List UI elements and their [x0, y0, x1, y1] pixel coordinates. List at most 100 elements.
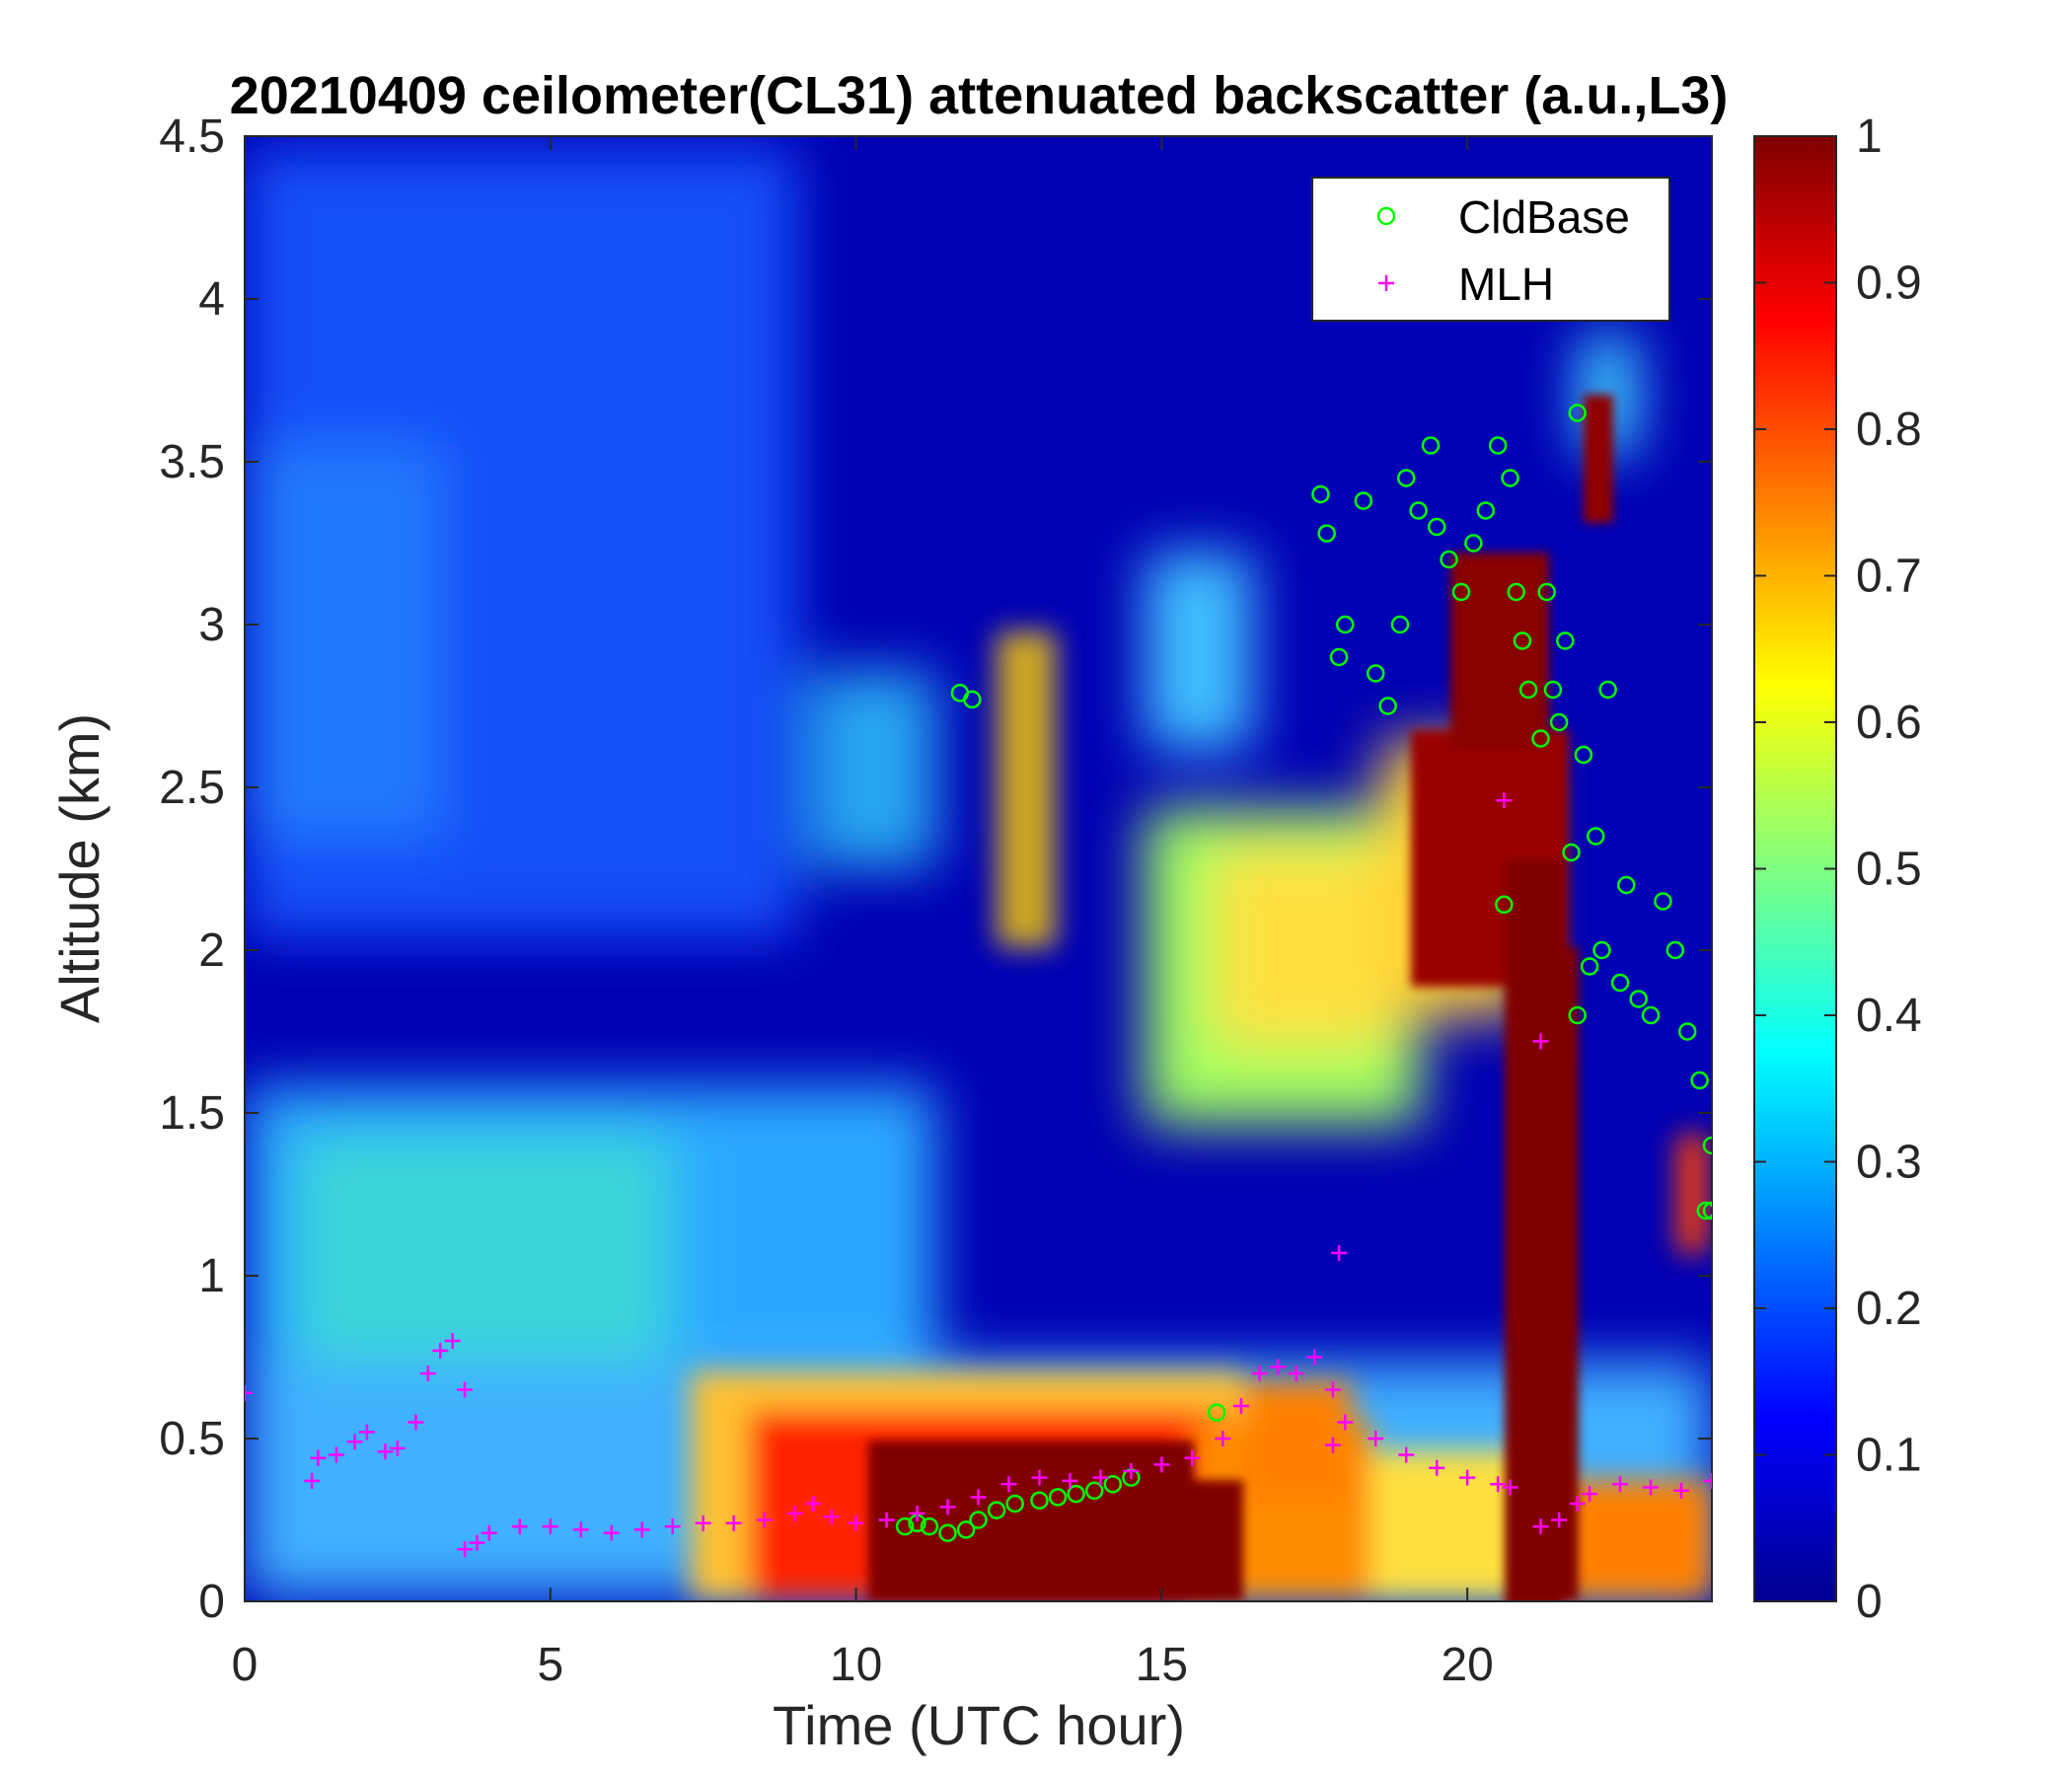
- colorbar-tick-label: 0.3: [1856, 1137, 1922, 1189]
- mlh-point: [1569, 1496, 1586, 1512]
- mlh-point: [1062, 1472, 1078, 1489]
- x-tick-label: 20: [1441, 1639, 1493, 1691]
- cldbase-point: [1495, 895, 1514, 915]
- colorbar-tick-label: 0.1: [1856, 1430, 1922, 1482]
- mlh-point: [1270, 1359, 1287, 1375]
- mlh-point: [1368, 1431, 1384, 1446]
- y-tick-label: 2: [198, 925, 225, 977]
- y-axis-title: Altitude (km): [48, 713, 111, 1023]
- cldbase-point: [1696, 1201, 1712, 1221]
- colorbar-tick-label: 0.8: [1856, 404, 1922, 456]
- legend-mlh-marker: [1378, 275, 1394, 291]
- mlh-point: [419, 1366, 436, 1381]
- y-tick-label: 4: [198, 273, 225, 326]
- cldbase-point: [1207, 1403, 1226, 1422]
- mlh-point: [1532, 1033, 1549, 1050]
- cldbase-point: [1702, 1136, 1712, 1155]
- cldbase-point: [1568, 404, 1587, 422]
- cldbase-point: [1084, 1481, 1104, 1501]
- cldbase-point: [1677, 1022, 1697, 1041]
- mlh-point: [1673, 1482, 1690, 1499]
- cldbase-point: [1396, 469, 1416, 487]
- mlh-point: [848, 1515, 864, 1531]
- colorbar: 0 0.1 0.2 0.3 0.4 0.5 0.6 0.7 0.8 0.9 1: [1753, 111, 1922, 1628]
- mlh-point: [970, 1489, 987, 1506]
- cldbase-point: [1427, 517, 1446, 537]
- colorbar-tick-label: 0.2: [1856, 1283, 1922, 1335]
- cldbase-point: [1507, 582, 1525, 602]
- cldbase-point: [895, 1517, 915, 1536]
- mlh-point: [1643, 1479, 1660, 1496]
- cldbase-point: [1562, 843, 1581, 862]
- cldbase-point: [1592, 940, 1611, 960]
- mlh-point: [542, 1518, 558, 1535]
- legend-mlh-label: MLH: [1458, 259, 1554, 310]
- colorbar-tick-label: 1: [1856, 111, 1883, 163]
- mlh-point: [1496, 792, 1513, 809]
- y-tick-label: 3: [198, 599, 225, 651]
- mlh-point: [1232, 1398, 1249, 1414]
- cldbase-point: [1005, 1494, 1024, 1514]
- mlh-point: [245, 1384, 253, 1401]
- mlh-point: [1502, 1479, 1518, 1496]
- x-tick-label: 5: [537, 1639, 563, 1691]
- cldbase-point: [1476, 501, 1496, 520]
- cldbase-point: [987, 1501, 1006, 1519]
- legend-cldbase-label: CldBase: [1458, 191, 1630, 243]
- mlh-point: [756, 1512, 773, 1528]
- mlh-point: [725, 1515, 742, 1531]
- y-tick-label: 3.5: [159, 436, 225, 488]
- mlh-point: [432, 1342, 449, 1359]
- cldbase-point: [1354, 491, 1373, 510]
- cldbase-point: [1067, 1484, 1085, 1504]
- mlh-point: [572, 1521, 589, 1538]
- cldbase-point: [1464, 534, 1483, 553]
- mlh-point: [1324, 1437, 1341, 1453]
- cldbase-point: [1654, 892, 1672, 911]
- cldbase-point: [1587, 827, 1605, 846]
- mlh-point: [603, 1524, 620, 1541]
- cldbase-point: [1690, 1071, 1709, 1090]
- mlh-point: [328, 1446, 344, 1463]
- mlh-point: [469, 1534, 485, 1551]
- mlh-point: [1337, 1414, 1354, 1431]
- mlh-point: [444, 1333, 461, 1349]
- mlh-point: [1612, 1476, 1629, 1493]
- mlh-point: [1184, 1449, 1201, 1466]
- cldbase-point: [1409, 501, 1428, 520]
- cldbase-point: [1549, 712, 1569, 732]
- mlh-point: [1704, 1472, 1712, 1489]
- chart-title: 20210409 ceilometer(CL31) attenuated bac…: [230, 66, 1729, 125]
- mlh-point: [823, 1509, 840, 1525]
- mlh-point: [1490, 1476, 1507, 1493]
- cldbase-point: [1702, 1201, 1712, 1221]
- mlh-point: [805, 1496, 822, 1512]
- cldbase-point: [1580, 957, 1599, 976]
- mlh-point: [1153, 1456, 1170, 1473]
- cldbase-point: [956, 1520, 976, 1539]
- mlh-point: [1398, 1446, 1415, 1463]
- series-layer: [245, 404, 1712, 1558]
- mlh-point: [1459, 1469, 1476, 1486]
- x-tick-label: 0: [232, 1639, 259, 1691]
- cldbase-point: [1568, 1005, 1587, 1025]
- mlh-point: [1551, 1512, 1568, 1528]
- mlh-point: [1031, 1469, 1048, 1486]
- cldbase-point: [1641, 1005, 1661, 1025]
- cldbase-point: [1598, 680, 1617, 700]
- cldbase-point: [1329, 647, 1349, 667]
- mlh-point: [304, 1472, 321, 1489]
- y-tick-label: 4.5: [159, 111, 225, 163]
- mlh-point: [457, 1541, 474, 1558]
- x-tick-label: 10: [830, 1639, 882, 1691]
- mlh-point: [1123, 1463, 1140, 1479]
- cldbase-point: [963, 690, 982, 709]
- cldbase-point: [1030, 1491, 1049, 1510]
- mlh-point: [1306, 1349, 1323, 1366]
- legend-cldbase-marker: [1376, 206, 1396, 226]
- cldbase-point: [1311, 484, 1330, 504]
- cldbase-point: [1574, 745, 1593, 765]
- mlh-point: [664, 1518, 681, 1535]
- cldbase-point: [1378, 697, 1397, 715]
- colorbar-tick-label: 0.5: [1856, 844, 1922, 896]
